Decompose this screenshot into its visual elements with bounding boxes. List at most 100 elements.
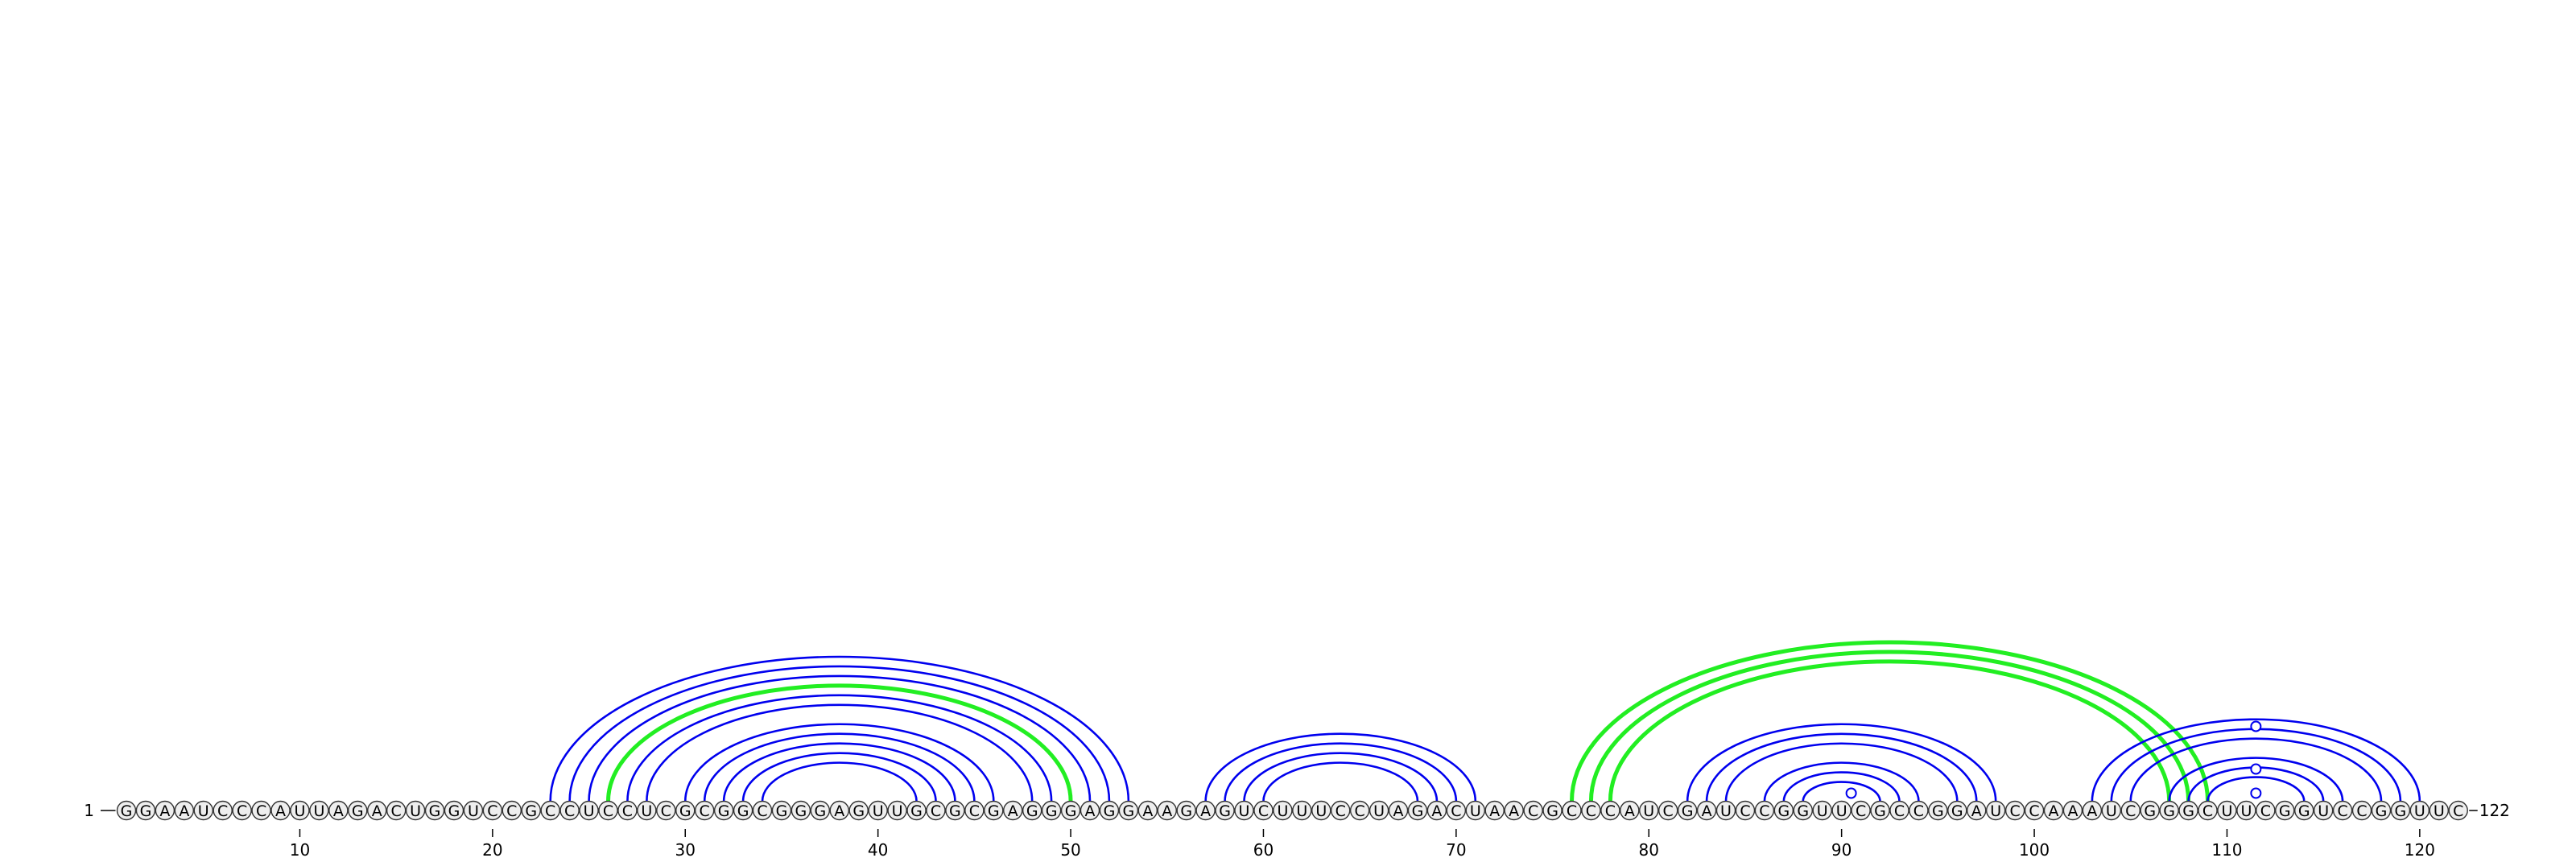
nucleotide-letter-42: G xyxy=(910,802,923,820)
tick-40: 40 xyxy=(868,829,888,860)
nucleotide-68: G xyxy=(1407,800,1428,821)
tick-100: 100 xyxy=(2019,829,2050,860)
base-pair-arc-82-98 xyxy=(1686,723,1997,802)
nucleotide-letter-61: U xyxy=(1277,802,1288,820)
nucleotide-22: G xyxy=(521,800,541,821)
tick-label-40: 40 xyxy=(868,840,888,858)
base-pair-arc-31-45 xyxy=(703,732,976,802)
nucleotide-letter-121: U xyxy=(2434,802,2445,820)
nucleotide-12: A xyxy=(328,800,349,821)
nucleotide-letter-103: A xyxy=(2087,802,2097,820)
nucleotide-letter-10: U xyxy=(294,802,305,820)
nucleotide-19: U xyxy=(463,800,484,821)
nucleotide-letter-52: G xyxy=(1104,802,1116,820)
nucleotide-circle-55 xyxy=(1157,800,1177,821)
nucleotide-letter-22: G xyxy=(525,802,537,820)
nucleotide-87: G xyxy=(1773,800,1794,821)
nucleotide-letter-14: A xyxy=(372,802,382,820)
nucleotide-114: G xyxy=(2294,800,2314,821)
nucleotide-circle-71 xyxy=(1465,800,1486,821)
nucleotide-circle-61 xyxy=(1273,800,1293,821)
nucleotide-118: G xyxy=(2371,800,2392,821)
nucleotide-65: C xyxy=(1349,800,1370,821)
nucleotide-72: A xyxy=(1484,800,1505,821)
tick-70: 70 xyxy=(1446,829,1467,860)
nucleotide-letter-120: U xyxy=(2414,802,2425,820)
nucleotide-circle-22 xyxy=(521,800,541,821)
nucleotide-circle-57 xyxy=(1195,800,1216,821)
base-pair-arc-34-42 xyxy=(761,761,918,802)
nucleotide-36: G xyxy=(791,800,811,821)
nucleotide-letter-83: A xyxy=(1702,802,1712,820)
nucleotide-letter-13: G xyxy=(352,802,364,820)
nucleotide-letter-12: A xyxy=(333,802,344,820)
nucleotide-letter-113: G xyxy=(2279,802,2291,820)
nucleotide-circle-42 xyxy=(906,800,927,821)
nucleotide-circle-73 xyxy=(1504,800,1524,821)
nucleotide-letter-21: C xyxy=(506,802,517,820)
nucleotide-34: C xyxy=(752,800,773,821)
nucleotide-circle-78 xyxy=(1600,800,1620,821)
nucleotide-89: U xyxy=(1812,800,1832,821)
nucleotide-117: C xyxy=(2351,800,2372,821)
nucleotide-letter-67: A xyxy=(1393,802,1404,820)
nucleotide-letter-109: C xyxy=(2202,802,2213,820)
nucleotide-letter-68: G xyxy=(1412,802,1424,820)
nucleotide-circle-41 xyxy=(887,800,907,821)
nucleotide-letter-102: A xyxy=(2067,802,2078,820)
nucleotide-circle-20 xyxy=(482,800,503,821)
tick-120: 120 xyxy=(2405,829,2435,860)
nucleotide-56: G xyxy=(1176,800,1196,821)
nucleotide-circle-102 xyxy=(2062,800,2083,821)
nucleotide-24: C xyxy=(559,800,580,821)
base-pair-arc-105-118 xyxy=(2129,737,2383,802)
base-pair-arc-84-96 xyxy=(1724,742,1959,802)
nucleotide-113: G xyxy=(2275,800,2295,821)
nucleotide-letter-112: C xyxy=(2260,802,2271,820)
nucleotide-86: C xyxy=(1754,800,1775,821)
nucleotide-circle-19 xyxy=(463,800,484,821)
nucleotide-circle-31 xyxy=(695,800,715,821)
nucleotide-letter-29: C xyxy=(661,802,671,820)
nucleotide-circle-93 xyxy=(1889,800,1909,821)
base-pair-arc-30-46 xyxy=(683,723,995,802)
alt-base-pair-arc-26-50 xyxy=(606,683,1073,802)
nucleotide-circle-106 xyxy=(2140,800,2160,821)
nucleotide-letter-9: A xyxy=(275,802,286,820)
nucleotide-122: C xyxy=(2448,800,2468,821)
nucleotide-circle-50 xyxy=(1060,800,1081,821)
nucleotide-circle-64 xyxy=(1331,800,1351,821)
nucleotide-circle-122 xyxy=(2448,800,2468,821)
nucleotide-60: C xyxy=(1253,800,1274,821)
nucleotide-21: C xyxy=(502,800,522,821)
tick-80: 80 xyxy=(1639,829,1659,860)
nucleotide-32: G xyxy=(713,800,734,821)
nucleotide-circle-16 xyxy=(405,800,426,821)
nucleotide-circle-9 xyxy=(270,800,291,821)
nucleotide-letter-46: G xyxy=(988,802,1000,820)
nucleotide-circle-23 xyxy=(540,800,560,821)
nucleotide-letter-33: G xyxy=(737,802,749,820)
nucleotide-35: G xyxy=(771,800,792,821)
sequence-end-label: 122 xyxy=(2479,801,2510,820)
base-pair-arc-59-69 xyxy=(1243,752,1439,802)
nucleotide-109: C xyxy=(2198,800,2218,821)
nucleotide-circle-89 xyxy=(1812,800,1832,821)
nucleotide-circle-13 xyxy=(348,800,368,821)
nucleotide-14: A xyxy=(367,800,387,821)
nucleotide-circle-72 xyxy=(1484,800,1505,821)
nucleotide-circle-120 xyxy=(2409,800,2430,821)
nucleotide-circle-114 xyxy=(2294,800,2314,821)
nucleotide-circle-74 xyxy=(1523,800,1543,821)
nucleotide-letter-81: C xyxy=(1663,802,1674,820)
nucleotide-letter-100: C xyxy=(2029,802,2039,820)
nucleotide-43: C xyxy=(926,800,946,821)
nucleotide-48: G xyxy=(1022,800,1042,821)
sequence-start-label: 1 xyxy=(84,801,94,820)
nucleotide-79: A xyxy=(1620,800,1640,821)
nucleotide-letter-115: U xyxy=(2318,802,2329,820)
nucleotide-78: C xyxy=(1600,800,1620,821)
base-pair-arc-28-48 xyxy=(646,703,1034,802)
base-pair-arc-25-51 xyxy=(588,674,1092,802)
nucleotide-circle-67 xyxy=(1388,800,1409,821)
